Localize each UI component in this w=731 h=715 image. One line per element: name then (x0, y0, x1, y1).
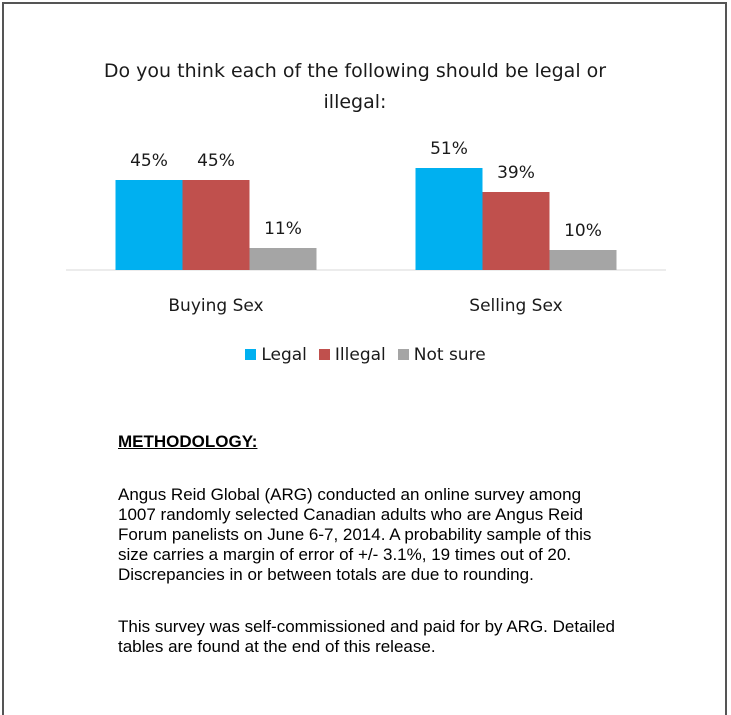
bar-not-sure-selling-sex (549, 250, 617, 270)
data-label: 11% (264, 219, 302, 239)
legend-swatch (245, 349, 257, 360)
legend-swatch (397, 349, 409, 360)
methodology-paragraph: Angus Reid Global (ARG) conducted an onl… (118, 485, 592, 584)
methodology-note: This survey was self-commissioned and pa… (118, 617, 615, 656)
bar-illegal-selling-sex (482, 192, 550, 270)
category-label: Buying Sex (168, 296, 263, 316)
legend-label: Not sure (413, 345, 486, 365)
legend-item: Illegal (318, 345, 386, 365)
data-label: 45% (130, 151, 168, 171)
category-label: Selling Sex (469, 296, 562, 316)
legend-swatch (318, 349, 330, 360)
legend-item: Not sure (397, 345, 486, 365)
chart-title: Do you think each of the following shoul… (103, 60, 607, 113)
data-label: 39% (497, 163, 535, 183)
chart-legend: Legal Illegal Not sure (0, 345, 731, 365)
data-label: 10% (564, 221, 602, 241)
bar-illegal-buying-sex (182, 180, 250, 270)
data-label: 51% (430, 139, 468, 159)
bar-legal-buying-sex (115, 180, 183, 270)
legend-item: Legal (245, 345, 307, 365)
legend-label: Legal (261, 345, 307, 365)
bar-chart: 45% 45% 11% Buying Sex 51% 39% 10% Selling Sex (66, 139, 666, 316)
methodology-heading: METHODOLOGY: (118, 432, 258, 451)
bar-legal-selling-sex (415, 168, 483, 270)
bar-not-sure-buying-sex (249, 248, 317, 270)
data-label: 45% (197, 151, 235, 171)
legend-label: Illegal (334, 345, 386, 365)
